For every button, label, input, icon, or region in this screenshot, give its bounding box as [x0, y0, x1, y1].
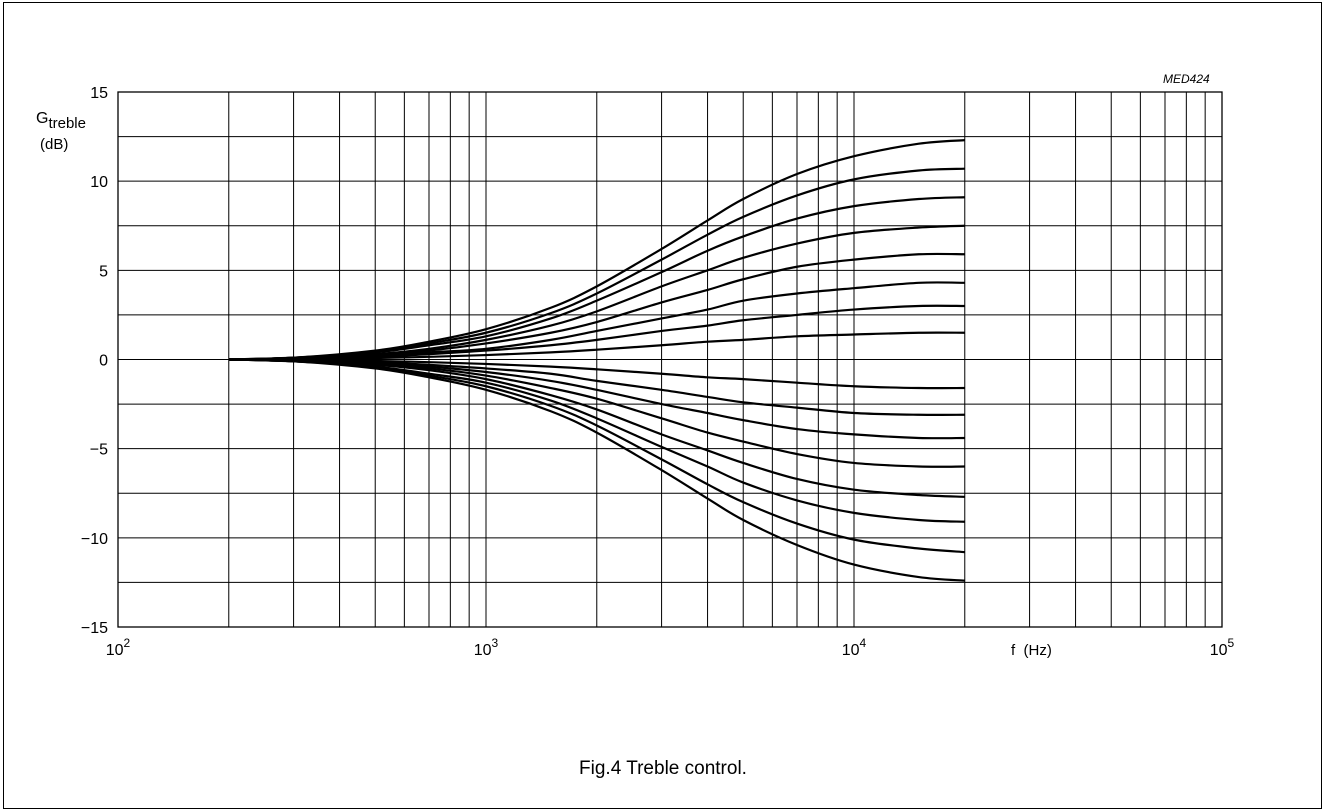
x-axis-label: f (Hz) — [1011, 642, 1052, 659]
x-tick-label: 105 — [1210, 636, 1235, 659]
y-axis-label-main: G — [36, 110, 48, 127]
figure-frame — [3, 2, 1322, 809]
y-tick-label: −10 — [81, 531, 108, 548]
y-axis-unit: (dB) — [40, 136, 68, 153]
curve-16 — [228, 358, 965, 582]
x-tick-label: 104 — [842, 636, 867, 659]
y-axis-label-sub: treble — [48, 115, 86, 132]
y-tick-label: −15 — [81, 620, 108, 637]
plot-border — [117, 91, 1223, 628]
y-tick-label: 15 — [90, 85, 108, 102]
figure-caption: Fig.4 Treble control. — [579, 758, 747, 779]
curve-11 — [228, 358, 965, 440]
y-tick-label: 5 — [99, 263, 108, 280]
x-tick-label: 102 — [106, 636, 131, 659]
curve-1 — [228, 139, 965, 361]
curve-13 — [228, 358, 965, 498]
curve-8 — [228, 331, 965, 361]
curves — [228, 139, 965, 582]
y-tick-label: −5 — [90, 442, 108, 459]
curve-7 — [228, 304, 965, 361]
y-tick-label: 0 — [99, 353, 108, 370]
y-tick-label: 10 — [90, 174, 108, 191]
curve-3 — [228, 196, 965, 361]
curve-15 — [228, 358, 965, 554]
x-tick-label: 103 — [474, 636, 499, 659]
y-axis-label: Gtreble — [36, 110, 86, 132]
y-tick-labels: 15 10 5 0 −5 −10 −15 — [81, 85, 108, 637]
x-tick-labels: 102 103 104 105 — [106, 636, 1235, 659]
curve-9 — [228, 358, 965, 390]
figure-code: MED424 — [1163, 72, 1210, 86]
